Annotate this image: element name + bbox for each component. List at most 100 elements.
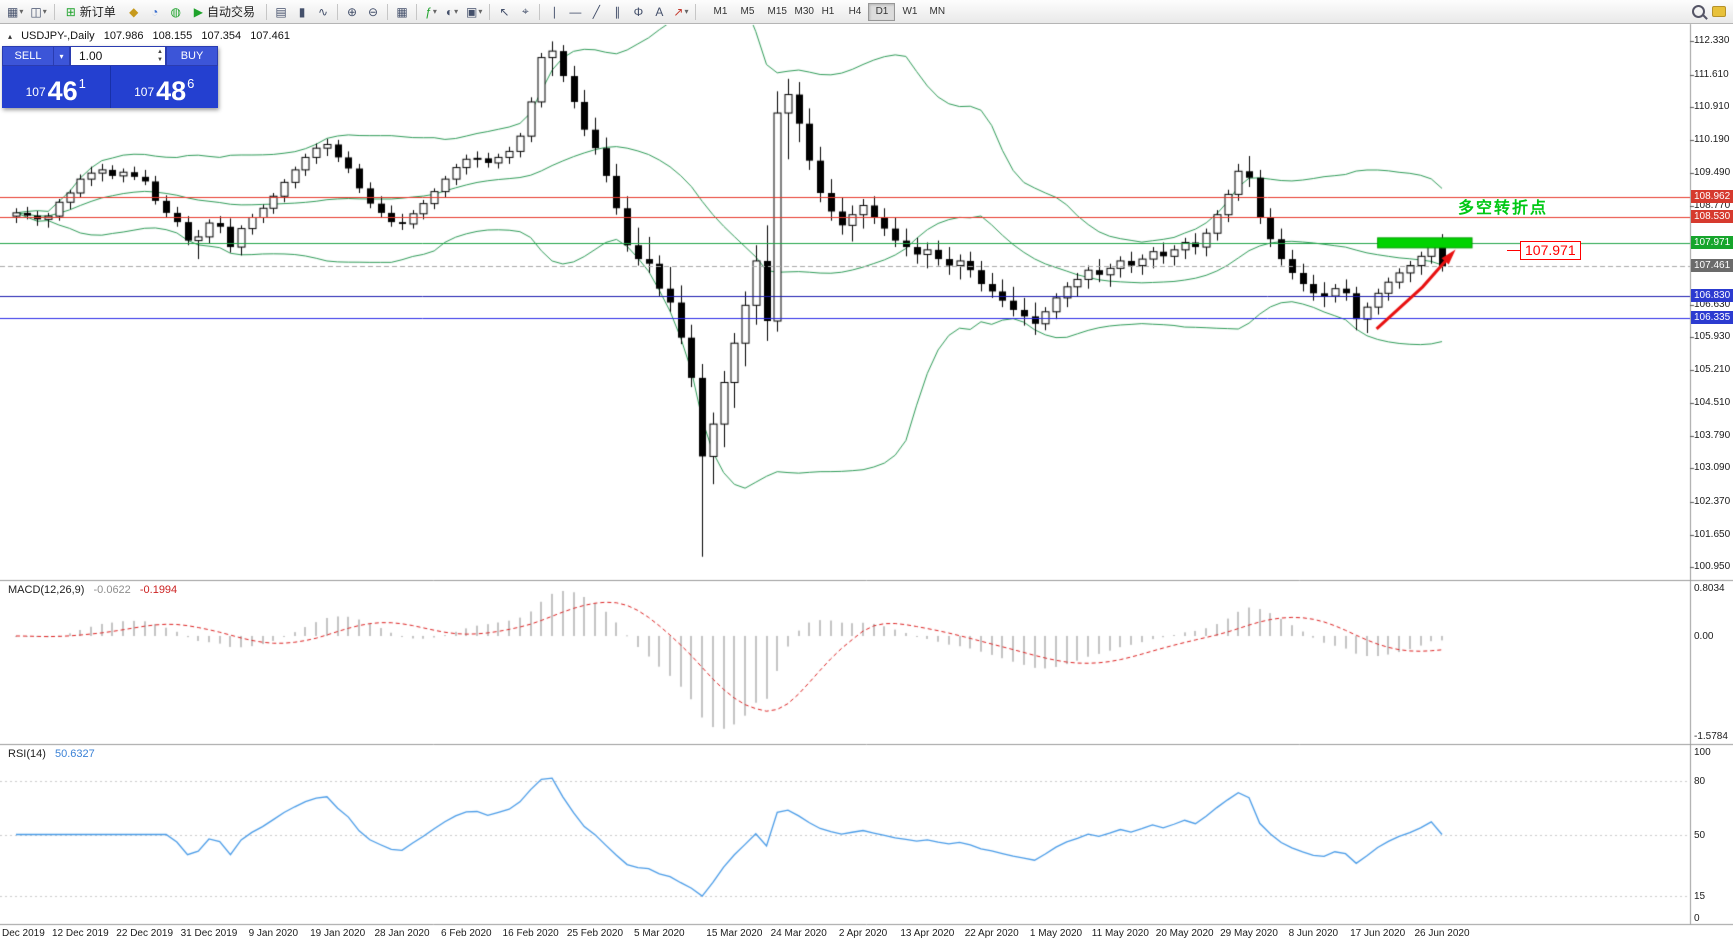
- profiles-button[interactable]: ◫ ▾: [27, 2, 49, 22]
- macd-main-value: -0.0622: [93, 584, 131, 596]
- new-order-button[interactable]: ⊞ 新订单: [59, 2, 123, 22]
- channel-button[interactable]: ∥: [607, 2, 627, 22]
- sell-price-prefix: 107: [25, 85, 46, 99]
- chevron-down-icon: ▾: [478, 7, 483, 16]
- line-chart-icon: ∿: [318, 4, 329, 19]
- history-icon: ◔: [151, 4, 159, 19]
- chevron-down-icon: ▾: [454, 7, 459, 16]
- templates-button[interactable]: ▣ ▾: [463, 2, 485, 22]
- price-callout-label: 107.971: [1507, 241, 1581, 260]
- chevron-down-icon: ▾: [19, 7, 24, 16]
- macd-name: MACD(12,26,9): [8, 584, 85, 596]
- symbol-title: USDJPY-,Daily: [21, 30, 95, 42]
- buy-price-sup: 6: [187, 76, 195, 91]
- timeframe-m5-button[interactable]: M5: [733, 3, 760, 21]
- toolbar-separator: [337, 3, 339, 20]
- tile-windows-icon: ▦: [396, 4, 408, 19]
- indicators-icon: ƒ: [425, 4, 432, 19]
- chart-symbol-icon: ▴: [8, 32, 13, 41]
- community-button[interactable]: ◍: [166, 2, 186, 22]
- deposit-icon: ◆: [129, 4, 139, 19]
- vertical-line-button[interactable]: ∣: [544, 2, 564, 22]
- toolbar-separator: [489, 3, 491, 20]
- ohlc-open: 107.986: [103, 30, 144, 42]
- new-chart-icon: ▦: [7, 4, 19, 19]
- trade-panel-dropdown[interactable]: ▾: [54, 46, 70, 66]
- chart-bars-button[interactable]: ▤: [271, 2, 291, 22]
- timeframe-m1-button[interactable]: M1: [706, 3, 733, 21]
- zoom-out-button[interactable]: ⊖: [363, 2, 383, 22]
- buy-price-prefix: 107: [134, 85, 155, 99]
- deposit-button[interactable]: ◆: [124, 2, 144, 22]
- rsi-label: RSI(14) 50.6327: [8, 748, 95, 760]
- cursor-button[interactable]: ↖: [494, 2, 514, 22]
- toolbar-separator: [53, 3, 55, 20]
- chart-candles-button[interactable]: ▮: [292, 2, 312, 22]
- arrows-tool-button[interactable]: ↗ ▾: [670, 2, 691, 22]
- timeframe-w1-button[interactable]: W1: [895, 3, 922, 21]
- fibonacci-button[interactable]: Φ: [628, 2, 648, 22]
- main-toolbar: ▦ ▾ ◫ ▾ ⊞ 新订单 ◆ ◔ ◍ ▶ 自动交易 ▤ ▮ ∿ ⊕ ⊖ ▦ ƒ ▾ ◐ ▾…: [0, 0, 1733, 24]
- trendline-icon: ╱: [592, 4, 601, 19]
- horizontal-line-button[interactable]: ―: [565, 2, 585, 22]
- crosshair-icon: ⌖: [522, 4, 529, 18]
- zoom-out-icon: ⊖: [368, 4, 379, 19]
- periods-icon: ◐: [445, 4, 454, 19]
- text-tool-icon: A: [655, 4, 664, 19]
- toolbar-separator: [387, 3, 389, 20]
- community-icon: ◍: [170, 4, 182, 19]
- arrows-tool-icon: ↗: [673, 4, 684, 19]
- search-icon: [1691, 5, 1705, 18]
- buy-price[interactable]: 107 48 6: [111, 66, 219, 108]
- trendline-button[interactable]: ╱: [586, 2, 606, 22]
- history-center-button[interactable]: ◔: [145, 2, 165, 22]
- indicators-button[interactable]: ƒ ▾: [421, 2, 441, 22]
- chat-icon: [1712, 6, 1726, 17]
- autotrading-button[interactable]: ▶ 自动交易: [187, 2, 262, 22]
- cursor-icon: ↖: [499, 4, 510, 19]
- sell-price[interactable]: 107 46 1: [2, 66, 111, 108]
- chat-button[interactable]: [1709, 2, 1729, 22]
- sell-price-big: 46: [47, 76, 78, 107]
- toolbar-separator: [539, 3, 541, 20]
- rsi-name: RSI(14): [8, 748, 46, 760]
- chevron-down-icon: ▾: [684, 7, 689, 16]
- channel-icon: ∥: [614, 4, 621, 19]
- text-tool-button[interactable]: A: [649, 2, 669, 22]
- one-click-trade-panel: SELL ▾ 1.00 ▲ ▼ BUY 107 46 1 107 48 6: [2, 46, 218, 108]
- zoom-in-icon: ⊕: [347, 4, 358, 19]
- chevron-down-icon: ▾: [432, 7, 437, 16]
- timeframe-h4-button[interactable]: H4: [841, 3, 868, 21]
- timeframe-d1-button[interactable]: D1: [868, 2, 896, 21]
- volume-stepper[interactable]: ▲ ▼: [157, 49, 163, 63]
- new-chart-button[interactable]: ▦ ▾: [4, 2, 26, 22]
- sell-button[interactable]: SELL: [2, 46, 54, 66]
- horizontal-line-icon: ―: [569, 4, 582, 19]
- buy-price-big: 48: [156, 76, 187, 107]
- timeframe-h1-button[interactable]: H1: [814, 3, 841, 21]
- sell-price-sup: 1: [78, 76, 86, 91]
- vertical-line-icon: ∣: [551, 4, 558, 19]
- buy-button[interactable]: BUY: [166, 46, 218, 66]
- macd-signal-value: -0.1994: [139, 584, 178, 596]
- macd-label: MACD(12,26,9) -0.0622 -0.1994: [8, 584, 177, 596]
- rsi-value: 50.6327: [54, 748, 95, 760]
- periods-button[interactable]: ◐ ▾: [442, 2, 462, 22]
- search-button[interactable]: [1688, 2, 1708, 22]
- volume-input[interactable]: 1.00 ▲ ▼: [70, 46, 166, 66]
- crosshair-button[interactable]: ⌖: [515, 2, 535, 22]
- timeframe-group: M1 M5 M15 M30 H1 H4 D1 W1 MN: [706, 2, 949, 21]
- tile-windows-button[interactable]: ▦: [392, 2, 412, 22]
- turning-point-annotation: 多空转折点: [1458, 200, 1549, 217]
- volume-value: 1.00: [79, 49, 103, 63]
- new-order-label: 新订单: [79, 5, 116, 19]
- chevron-down-icon: ▾: [42, 7, 47, 16]
- timeframe-m15-button[interactable]: M15: [760, 3, 787, 21]
- timeframe-mn-button[interactable]: MN: [922, 3, 949, 21]
- timeframe-m30-button[interactable]: M30: [787, 3, 814, 21]
- autotrading-play-icon: ▶: [193, 4, 204, 19]
- zoom-in-button[interactable]: ⊕: [342, 2, 362, 22]
- chart-line-button[interactable]: ∿: [313, 2, 333, 22]
- new-order-icon: ⊞: [65, 4, 76, 19]
